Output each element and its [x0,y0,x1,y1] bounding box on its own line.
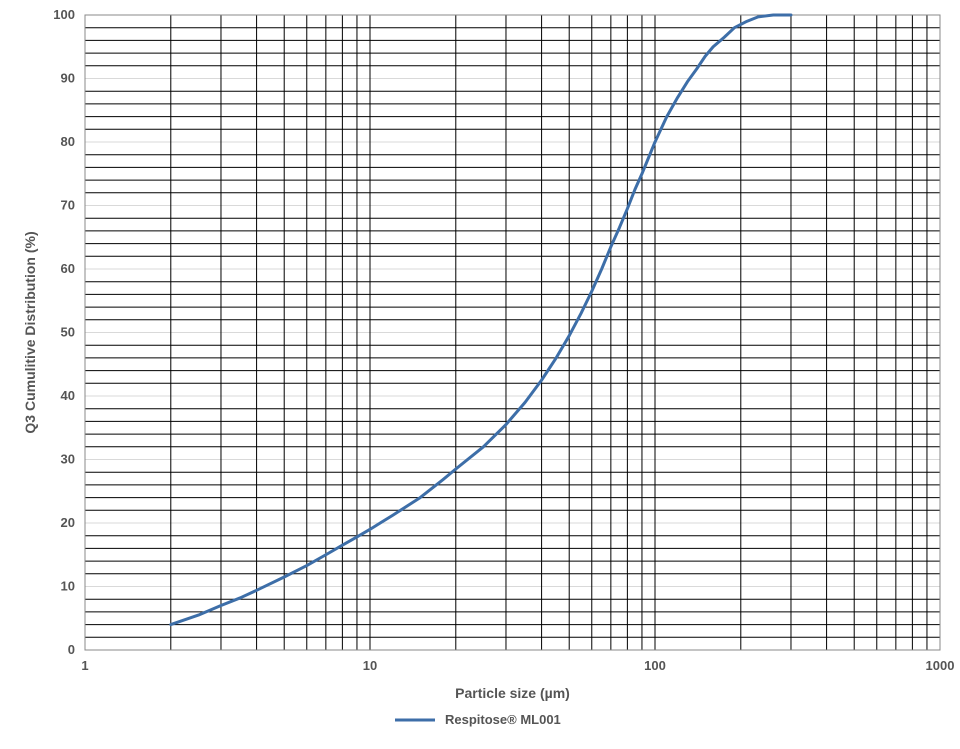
x-tick-label: 1000 [926,658,955,673]
y-tick-label: 50 [61,325,75,340]
chart-container: 1 10 100 1000 0 10 20 30 40 50 60 70 80 90 100 Particle… [0,0,960,749]
y-tick-label: 20 [61,515,75,530]
y-tick-label: 100 [53,7,75,22]
y-tick-label: 10 [61,579,75,594]
x-tick-label: 10 [363,658,377,673]
y-tick-label: 0 [68,642,75,657]
x-tick-label: 100 [644,658,666,673]
y-tick-label: 40 [61,388,75,403]
y-axis-label: Q3 Cumulitive Distribution (%) [22,231,38,433]
legend-label: Respitose® ML001 [445,712,561,727]
x-axis-label: Particle size (µm) [455,685,570,701]
y-tick-label: 30 [61,452,75,467]
y-tick-label: 70 [61,198,75,213]
y-tick-label: 80 [61,134,75,149]
y-tick-label: 90 [61,71,75,86]
x-tick-label: 1 [81,658,88,673]
particle-size-chart: 1 10 100 1000 0 10 20 30 40 50 60 70 80 90 100 Particle… [0,0,960,749]
y-tick-label: 60 [61,261,75,276]
